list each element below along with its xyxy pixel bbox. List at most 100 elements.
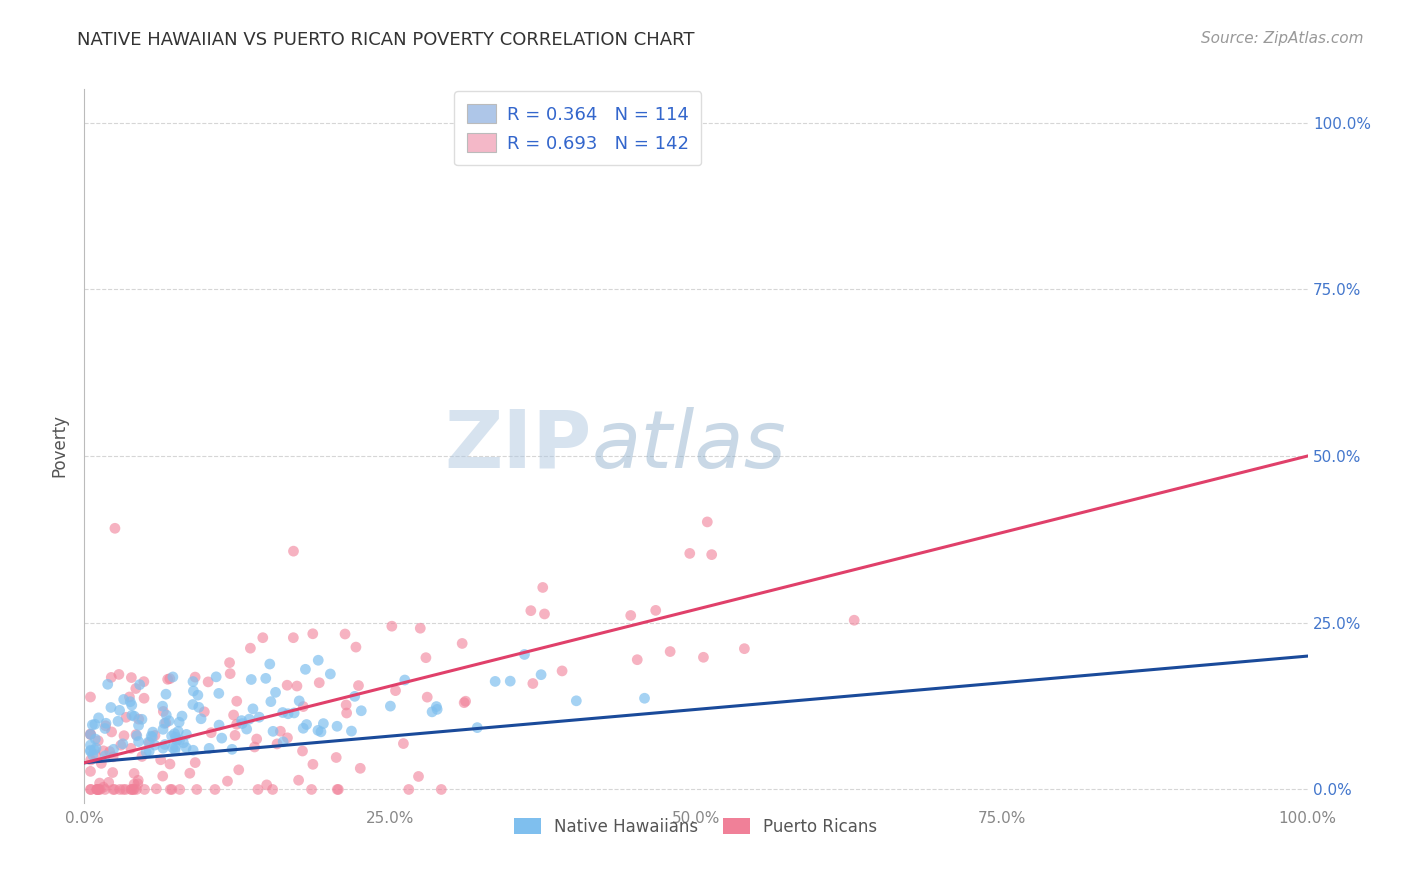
Point: [112, 692, 135, 706]
Point: [312, 716, 335, 731]
Point: [84, 747, 107, 762]
Point: [288, 694, 311, 708]
Point: [179, 766, 201, 780]
Point: [224, 728, 246, 742]
Point: [152, 723, 174, 737]
Point: [101, 782, 124, 797]
Point: [79, 782, 101, 797]
Point: [93, 780, 115, 795]
Point: [136, 735, 159, 749]
Point: [225, 694, 247, 708]
Point: [153, 716, 176, 731]
Point: [84, 732, 107, 747]
Point: [108, 667, 131, 681]
Point: [247, 782, 270, 797]
Point: [118, 690, 141, 704]
Point: [679, 546, 702, 560]
Point: [454, 694, 477, 708]
Point: [204, 782, 226, 797]
Point: [262, 724, 284, 739]
Point: [291, 744, 314, 758]
Point: [271, 735, 294, 749]
Point: [262, 782, 284, 797]
Point: [252, 631, 274, 645]
Point: [240, 673, 263, 687]
Point: [415, 650, 437, 665]
Point: [307, 653, 329, 667]
Point: [420, 705, 443, 719]
Point: [187, 688, 209, 702]
Point: [183, 684, 205, 698]
Point: [190, 712, 212, 726]
Point: [122, 709, 145, 723]
Point: [83, 717, 105, 731]
Point: [200, 725, 222, 739]
Point: [208, 718, 231, 732]
Point: [145, 781, 167, 796]
Point: [221, 742, 243, 756]
Point: [138, 744, 160, 758]
Point: [425, 699, 447, 714]
Point: [292, 721, 315, 735]
Point: [138, 736, 160, 750]
Point: [152, 705, 174, 719]
Point: [283, 631, 305, 645]
Point: [155, 708, 177, 723]
Point: [384, 683, 406, 698]
Point: [114, 782, 136, 797]
Point: [134, 782, 156, 797]
Point: [120, 782, 142, 797]
Point: [142, 725, 165, 739]
Point: [87, 782, 110, 797]
Point: [94, 782, 117, 797]
Point: [152, 741, 174, 756]
Point: [112, 782, 135, 797]
Point: [246, 732, 269, 747]
Text: NATIVE HAWAIIAN VS PUERTO RICAN POVERTY CORRELATION CHART: NATIVE HAWAIIAN VS PUERTO RICAN POVERTY …: [77, 31, 695, 49]
Point: [533, 607, 555, 621]
Point: [499, 674, 522, 689]
Point: [198, 741, 221, 756]
Point: [335, 698, 357, 712]
Point: [633, 691, 655, 706]
Point: [531, 581, 554, 595]
Point: [79, 727, 101, 741]
Point: [242, 702, 264, 716]
Point: [122, 766, 145, 780]
Point: [238, 712, 260, 726]
Point: [120, 671, 142, 685]
Point: [626, 653, 648, 667]
Point: [94, 719, 117, 733]
Point: [162, 670, 184, 684]
Point: [128, 678, 150, 692]
Point: [97, 775, 120, 789]
Legend: Native Hawaiians, Puerto Ricans: Native Hawaiians, Puerto Ricans: [506, 810, 886, 845]
Point: [218, 656, 240, 670]
Point: [82, 718, 104, 732]
Point: [79, 727, 101, 741]
Point: [128, 734, 150, 748]
Point: [121, 782, 143, 797]
Point: [269, 724, 291, 739]
Point: [247, 710, 270, 724]
Y-axis label: Poverty: Poverty: [51, 415, 69, 477]
Point: [143, 738, 166, 752]
Point: [115, 710, 138, 724]
Point: [131, 749, 153, 764]
Point: [266, 737, 288, 751]
Point: [121, 698, 143, 713]
Point: [484, 674, 506, 689]
Text: Source: ZipAtlas.com: Source: ZipAtlas.com: [1201, 31, 1364, 46]
Point: [120, 741, 142, 756]
Point: [143, 729, 166, 743]
Point: [239, 641, 262, 656]
Point: [166, 733, 188, 747]
Point: [103, 782, 125, 797]
Point: [132, 674, 155, 689]
Point: [120, 695, 142, 709]
Point: [169, 782, 191, 797]
Point: [162, 740, 184, 755]
Point: [380, 699, 402, 714]
Point: [301, 626, 323, 640]
Point: [187, 700, 209, 714]
